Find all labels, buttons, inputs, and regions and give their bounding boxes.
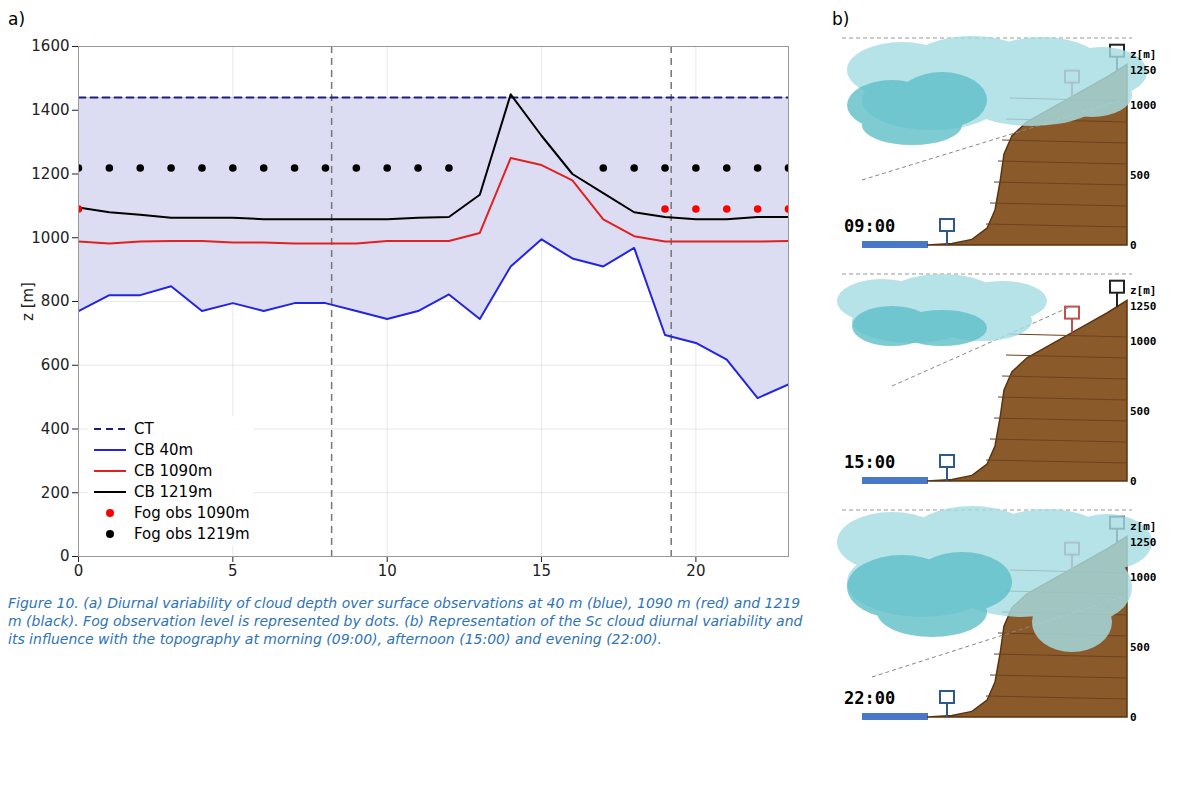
svg-text:0: 0 [1130, 475, 1137, 488]
svg-text:15:00: 15:00 [844, 452, 895, 472]
svg-text:1200: 1200 [31, 165, 69, 183]
html-text:Fog obs 1090m: Fog obs 1090m [134, 503, 250, 522]
svg-text:500: 500 [1130, 405, 1150, 418]
svg-text:1250: 1250 [1130, 64, 1157, 77]
svg-text:1000: 1000 [1130, 99, 1157, 112]
svg-text:z [m]: z [m] [19, 282, 37, 321]
svg-text:1000: 1000 [1130, 571, 1157, 584]
svg-text:1000: 1000 [31, 229, 69, 247]
svg-text:400: 400 [41, 420, 70, 438]
html-text:CB 1219m: CB 1219m [134, 482, 213, 501]
svg-text:1600: 1600 [31, 37, 69, 55]
svg-text:10: 10 [378, 562, 397, 580]
svg-text:0: 0 [74, 562, 84, 580]
svg-text:500: 500 [1130, 169, 1150, 182]
svg-text:200: 200 [41, 484, 70, 502]
svg-text:0: 0 [1130, 711, 1137, 724]
html-text:CB 1090m: CB 1090m [134, 461, 213, 480]
svg-text:0: 0 [60, 547, 70, 565]
svg-text:1400: 1400 [31, 101, 69, 119]
svg-text:800: 800 [41, 292, 70, 310]
svg-text:09:00: 09:00 [844, 216, 895, 236]
html-text:Figure 10. (a) Diurnal variabi: Figure 10. (a) Diurnal variability of cl… [8, 595, 803, 647]
svg-text:1250: 1250 [1130, 300, 1157, 313]
html-text:CB 40m: CB 40m [134, 440, 194, 459]
svg-text:z[m]: z[m] [1130, 284, 1157, 297]
svg-text:5: 5 [228, 562, 238, 580]
html-text:b): b) [832, 9, 850, 29]
svg-text:20: 20 [686, 562, 705, 580]
html-text:a): a) [8, 9, 26, 29]
svg-text:0: 0 [1130, 239, 1137, 252]
svg-text:z[m]: z[m] [1130, 520, 1157, 533]
svg-text:1000: 1000 [1130, 335, 1157, 348]
html-text:CT: CT [134, 419, 154, 438]
svg-text:z[m]: z[m] [1130, 48, 1157, 61]
svg-text:22:00: 22:00 [844, 688, 895, 708]
svg-text:1250: 1250 [1130, 536, 1157, 549]
html-text:Fog obs 1219m: Fog obs 1219m [134, 524, 250, 543]
svg-text:600: 600 [41, 356, 70, 374]
svg-text:15: 15 [532, 562, 551, 580]
svg-text:500: 500 [1130, 641, 1150, 654]
